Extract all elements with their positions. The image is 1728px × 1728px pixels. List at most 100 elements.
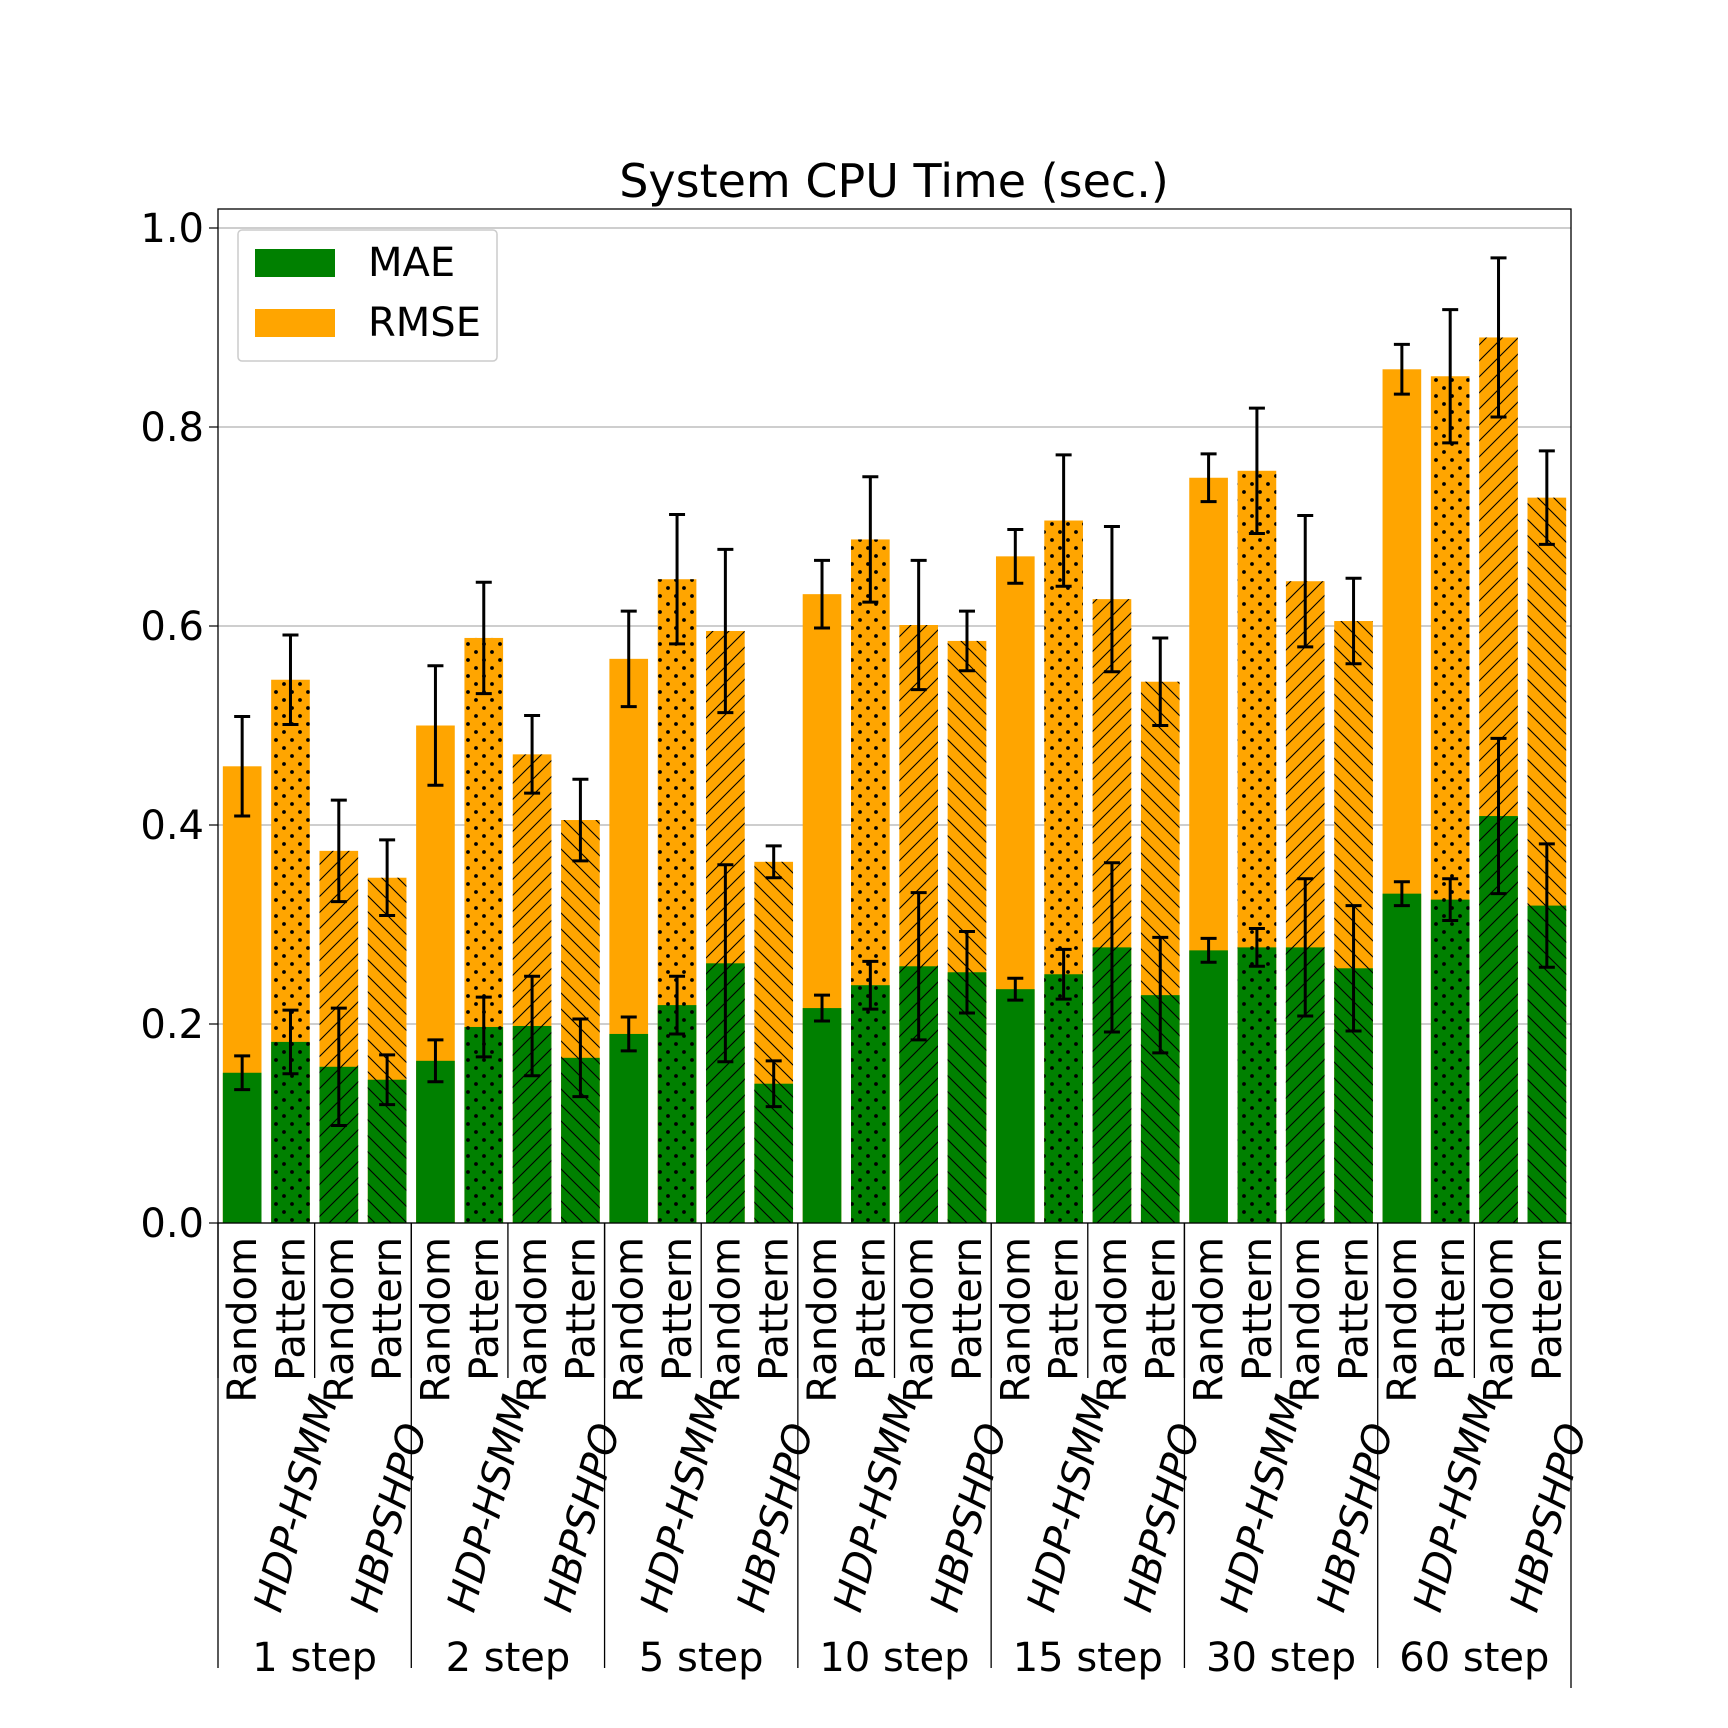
error-bar-mae — [910, 891, 927, 1042]
error-bar-mae — [1297, 877, 1314, 1018]
error-bar-mae — [669, 974, 686, 1036]
x-label-mode: Random — [703, 1237, 749, 1403]
error-bar-mae — [282, 1008, 299, 1076]
error-bar-mae — [1393, 880, 1410, 908]
x-label-method: HBPSHPO — [535, 1419, 629, 1617]
x-label-method: HBPSHPO — [1502, 1419, 1596, 1617]
error-bar-mae — [524, 974, 541, 1078]
x-label-mode: Pattern — [655, 1237, 701, 1381]
error-bar-mae — [862, 959, 879, 1011]
error-bar-rmse — [475, 580, 492, 696]
chart-title: System CPU Time (sec.) — [619, 154, 1169, 208]
error-bar-mae — [1152, 935, 1169, 1055]
x-label-method: HDP-HSMM — [1019, 1390, 1121, 1616]
error-bar-rmse — [1055, 453, 1072, 588]
x-label-method: HBPSHPO — [729, 1419, 823, 1617]
error-bar-rmse — [330, 798, 347, 904]
legend-label-rmse: RMSE — [368, 300, 481, 346]
x-label-mode: Pattern — [1332, 1237, 1378, 1381]
x-label-mode: Random — [1380, 1237, 1426, 1403]
x-label-mode: Random — [1187, 1237, 1233, 1403]
legend-swatch-mae — [255, 249, 335, 277]
error-bar-rmse — [669, 513, 686, 646]
x-label-mode: Random — [220, 1237, 266, 1403]
error-bar-rmse — [958, 609, 975, 673]
x-label-method: HBPSHPO — [342, 1419, 436, 1617]
x-label-mode: Random — [1283, 1237, 1329, 1403]
y-tick-label: 0.0 — [140, 1201, 204, 1247]
error-bar-rmse — [1393, 342, 1410, 396]
bar-mae — [995, 989, 1035, 1223]
error-bar-mae — [427, 1038, 444, 1084]
error-bar-rmse — [1152, 636, 1169, 727]
error-bar-mae — [717, 863, 734, 1064]
error-bar-rmse — [862, 475, 879, 604]
x-label-mode: Random — [993, 1237, 1039, 1403]
x-label-mode: Pattern — [945, 1237, 991, 1381]
bar-mae — [222, 1072, 262, 1223]
error-bar-rmse — [379, 838, 396, 918]
y-tick-label: 0.6 — [140, 604, 204, 650]
x-label-group: 10 step — [819, 1635, 969, 1681]
error-bar-rmse — [1442, 308, 1459, 445]
error-bar-rmse — [620, 609, 637, 709]
x-label-mode: Pattern — [268, 1237, 314, 1381]
x-label-mode: Pattern — [462, 1237, 508, 1381]
y-tick-label: 1.0 — [140, 206, 204, 252]
error-bar-rmse — [1490, 256, 1507, 419]
error-bar-rmse — [282, 633, 299, 727]
x-label-method: HDP-HSMM — [1405, 1390, 1507, 1616]
y-tick-label: 0.8 — [140, 405, 204, 451]
x-label-group: 15 step — [1013, 1635, 1163, 1681]
error-bar-mae — [1490, 736, 1507, 896]
error-bar-mae — [1103, 861, 1120, 1034]
error-bar-mae — [1248, 926, 1265, 968]
error-bar-mae — [1442, 877, 1459, 923]
bar-mae — [802, 1008, 842, 1223]
x-label-method: HBPSHPO — [1115, 1419, 1209, 1617]
error-bar-mae — [1007, 976, 1024, 1002]
bar-mae-hatch — [657, 1005, 697, 1223]
error-bar-rmse — [1248, 406, 1265, 535]
bar-mae-hatch — [1237, 947, 1277, 1223]
error-bar-mae — [620, 1015, 637, 1053]
error-bar-rmse — [1103, 525, 1120, 674]
error-bar-mae — [814, 993, 831, 1023]
legend: MAE RMSE — [237, 229, 498, 362]
x-label-mode: Pattern — [1525, 1237, 1571, 1381]
error-bar-rmse — [1007, 527, 1024, 585]
error-bar-rmse — [234, 715, 251, 818]
x-label-mode: Pattern — [848, 1237, 894, 1381]
x-label-group: 60 step — [1399, 1635, 1549, 1681]
error-bar-rmse — [427, 664, 444, 787]
x-label-method: HDP-HSMM — [1212, 1390, 1314, 1616]
x-label-mode: Random — [317, 1237, 363, 1403]
x-label-method: HDP-HSMM — [632, 1390, 734, 1616]
error-bar-mae — [379, 1053, 396, 1107]
error-bar-mae — [330, 1006, 347, 1127]
x-label-mode: Random — [897, 1237, 943, 1403]
error-bar-rmse — [572, 777, 589, 863]
error-bar-mae — [475, 995, 492, 1059]
error-bar-rmse — [1200, 452, 1217, 504]
x-label-mode: Pattern — [1042, 1237, 1088, 1381]
x-label-group: 2 step — [446, 1635, 571, 1681]
error-bar-mae — [1538, 842, 1555, 969]
x-label-mode: Pattern — [365, 1237, 411, 1381]
error-bar-rmse — [910, 558, 927, 692]
x-label-mode: Pattern — [1138, 1237, 1184, 1381]
x-label-mode: Random — [510, 1237, 556, 1403]
x-label-method: HDP-HSMM — [439, 1390, 541, 1616]
error-bar-rmse — [1345, 576, 1362, 666]
error-bar-mae — [958, 929, 975, 1015]
bar-mae — [1189, 950, 1228, 1223]
x-label-mode: Pattern — [1235, 1237, 1281, 1381]
bars — [222, 337, 1567, 1223]
error-bar-rmse — [524, 714, 541, 795]
bar-mae — [609, 1033, 649, 1223]
x-axis-labels: Random Pattern Random Pattern Random Pattern R… — [217, 1223, 1596, 1688]
bar-mae-hatch — [1430, 899, 1470, 1223]
error-bar-mae — [572, 1017, 589, 1099]
x-label-method: HBPSHPO — [922, 1419, 1016, 1617]
